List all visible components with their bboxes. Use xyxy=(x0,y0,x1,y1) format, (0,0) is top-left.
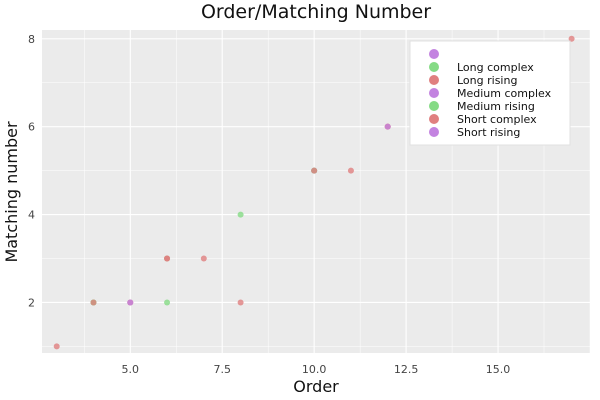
data-point xyxy=(568,35,575,42)
legend-marker xyxy=(429,88,439,98)
data-point xyxy=(127,299,134,306)
y-tick-label: 2 xyxy=(28,296,35,309)
y-tick-label: 8 xyxy=(28,33,35,46)
data-point xyxy=(237,211,244,218)
legend-marker xyxy=(429,62,439,72)
data-points xyxy=(53,35,575,350)
data-point xyxy=(53,343,60,350)
data-point xyxy=(200,255,207,262)
y-tick-label: 4 xyxy=(28,209,35,222)
x-tick-label: 10.0 xyxy=(302,363,327,376)
legend-label: Long complex xyxy=(457,61,534,74)
legend-marker xyxy=(429,114,439,124)
data-point xyxy=(384,123,391,130)
legend-marker xyxy=(429,49,439,59)
legend-label: Short complex xyxy=(457,113,537,126)
chart-title: Order/Matching Number xyxy=(201,1,431,23)
y-axis-ticks: 2 4 6 8 xyxy=(28,33,35,310)
x-axis-ticks: 5.0 7.5 10.0 12.5 15.0 xyxy=(122,363,511,376)
legend-label: Long rising xyxy=(457,74,517,87)
data-point xyxy=(311,167,318,174)
data-point xyxy=(237,299,244,306)
y-tick-label: 6 xyxy=(28,121,35,134)
data-point xyxy=(164,255,171,262)
x-tick-label: 5.0 xyxy=(122,363,140,376)
legend-marker xyxy=(429,127,439,137)
y-axis-label: Matching number xyxy=(2,121,21,263)
x-tick-label: 12.5 xyxy=(394,363,419,376)
legend-label: Short rising xyxy=(457,126,520,139)
data-point xyxy=(90,299,97,306)
x-tick-label: 7.5 xyxy=(213,363,231,376)
legend-label: Medium complex xyxy=(457,87,552,100)
x-axis-label: Order xyxy=(293,377,339,396)
data-point xyxy=(347,167,354,174)
data-point xyxy=(164,299,171,306)
legend-label: Medium rising xyxy=(457,100,535,113)
legend-marker xyxy=(429,101,439,111)
x-tick-label: 15.0 xyxy=(486,363,511,376)
legend-marker xyxy=(429,75,439,85)
